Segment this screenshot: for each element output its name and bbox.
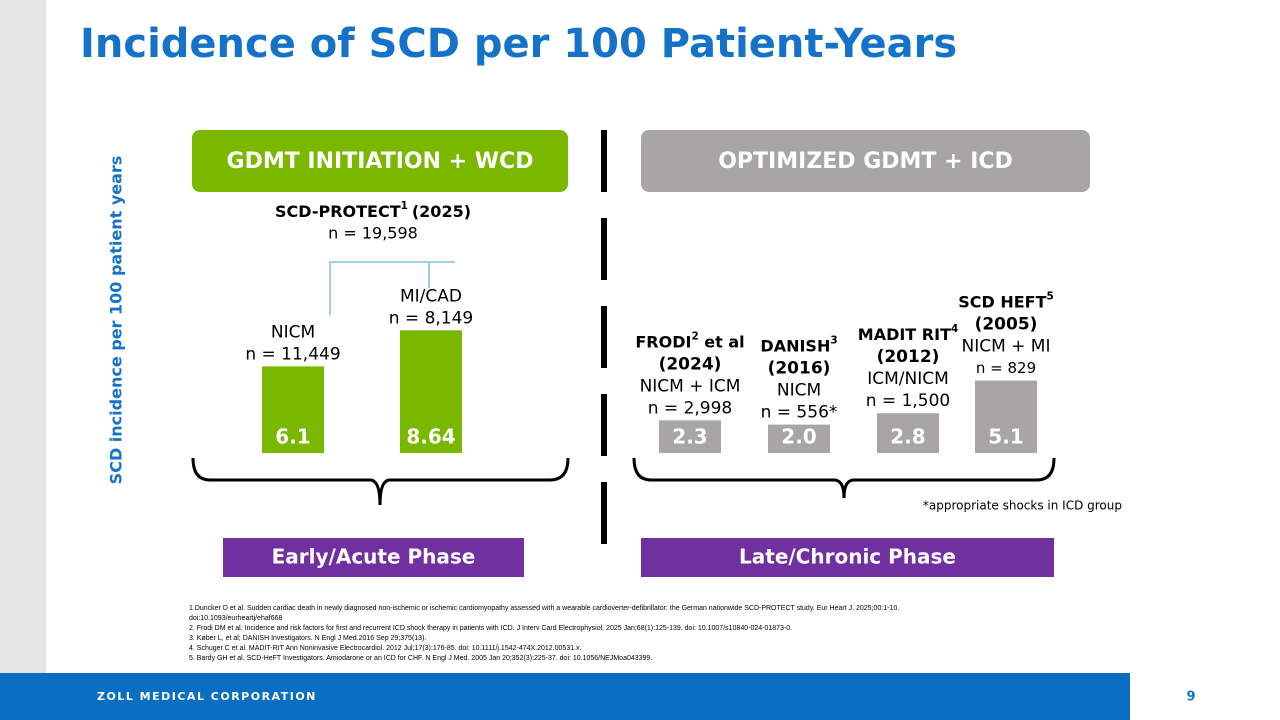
- bar-label: NICM: [777, 381, 821, 401]
- footnote: *appropriate shocks in ICD group: [923, 499, 1122, 513]
- side-strip: [0, 0, 46, 673]
- value-label: 2.0: [781, 425, 816, 449]
- connector: [329, 261, 455, 315]
- value-label: 2.8: [890, 425, 925, 449]
- bar: [768, 424, 830, 453]
- study-suffix: et al: [699, 332, 745, 351]
- group-header: [192, 130, 568, 192]
- title: Incidence of SCD per 100 Patient-Years: [80, 21, 957, 67]
- study-name: SCD-PROTECT: [275, 202, 401, 221]
- reference: 2. Frodi DM et al. Incidence and risk fa…: [189, 625, 792, 632]
- bar: [877, 413, 939, 453]
- study-sup: 5: [1047, 291, 1054, 303]
- y-label: SCD incidence per 100 patient years: [107, 156, 126, 485]
- study-title: DANISH3: [760, 335, 837, 356]
- footer-text: ZOLL MEDICAL CORPORATION: [97, 690, 317, 703]
- value-label: 8.64: [406, 425, 455, 449]
- bar-label: n = 8,149: [389, 308, 474, 328]
- study-sup: 4: [951, 323, 958, 335]
- bar-label: NICM: [271, 322, 315, 342]
- study-title: MADIT RIT4: [858, 323, 958, 344]
- reference: 3. Køber L, et al; DANISH Investigators.…: [189, 635, 426, 642]
- study-year: (2005): [975, 315, 1038, 335]
- bar: [262, 366, 324, 453]
- bar-label: n = 1,500: [866, 391, 951, 411]
- reference: 1.Duncker D et al. Sudden cardiac death …: [189, 605, 899, 612]
- bar-label: n = 829: [976, 359, 1036, 377]
- footer-bar: [0, 673, 1130, 720]
- bracket: [632, 457, 1056, 499]
- phase-box: [641, 538, 1054, 577]
- value-label: 6.1: [275, 425, 310, 449]
- study-year: (2016): [768, 359, 831, 379]
- phase-label: Late/Chronic Phase: [739, 545, 956, 569]
- study-name: DANISH: [760, 336, 830, 355]
- bar: [975, 380, 1037, 453]
- reference: doi:10.1093/eurheartj/ehaf668: [189, 615, 283, 622]
- group-title: GDMT INITIATION + WCD: [227, 149, 534, 174]
- group-title: OPTIMIZED GDMT + ICD: [718, 149, 1013, 174]
- study-year: (2012): [877, 347, 940, 367]
- study-title: FRODI2 et al: [635, 330, 744, 351]
- study-year: (2024): [659, 354, 722, 374]
- bar: [659, 420, 721, 453]
- study-sup: 1: [401, 200, 408, 212]
- value-label: 5.1: [988, 425, 1023, 449]
- phase-label: Early/Acute Phase: [272, 545, 476, 569]
- study-title: SCD HEFT5: [958, 291, 1054, 312]
- value-label: 2.3: [672, 425, 707, 449]
- page-number: 9: [1186, 690, 1195, 705]
- reference: 4. Schuger C et al. MADIT-RIT Ann Noninv…: [189, 645, 582, 652]
- bar: [400, 330, 462, 453]
- study-name: MADIT RIT: [858, 325, 951, 344]
- phase-box: [223, 538, 524, 577]
- bar-label: n = 556*: [761, 403, 838, 423]
- bar-label: NICM + ICM: [640, 376, 741, 396]
- bar-label: NICM + MI: [961, 337, 1050, 357]
- bar-label: n = 2,998: [648, 398, 733, 418]
- study-sup: 2: [691, 330, 698, 342]
- bar-label: n = 11,449: [245, 344, 340, 364]
- study-name: SCD HEFT: [958, 292, 1046, 311]
- reference: 5. Bardy GH et al. SCD-HeFT Investigator…: [189, 655, 652, 662]
- study-title: SCD-PROTECT1 (2025): [275, 200, 471, 221]
- study-year: (2025): [412, 202, 471, 221]
- bar-label: ICM/NICM: [867, 369, 949, 389]
- study-name: FRODI: [635, 332, 691, 351]
- study-sup: 3: [830, 335, 837, 347]
- bracket: [191, 457, 570, 506]
- group-header: [641, 130, 1090, 192]
- study-n: n = 19,598: [328, 224, 418, 243]
- bar-label: MI/CAD: [400, 286, 462, 306]
